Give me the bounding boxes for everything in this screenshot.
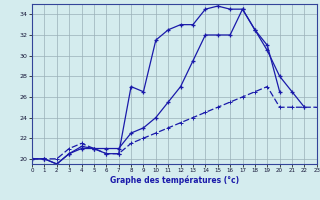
X-axis label: Graphe des températures (°c): Graphe des températures (°c): [110, 176, 239, 185]
